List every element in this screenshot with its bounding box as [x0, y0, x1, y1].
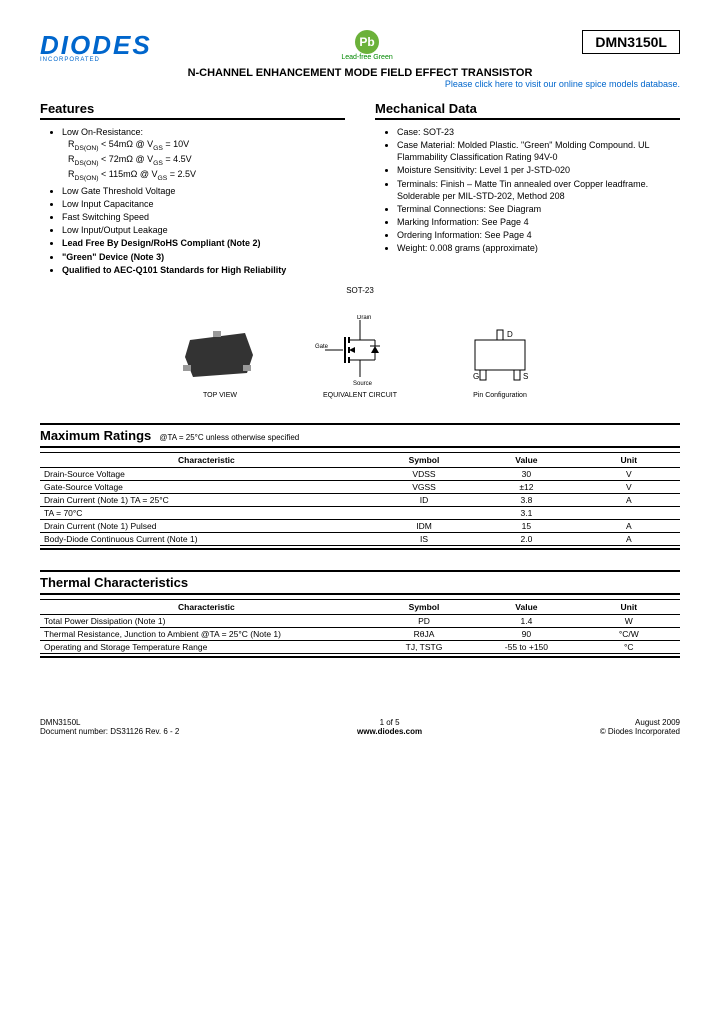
- mech-item: Weight: 0.008 grams (approximate): [397, 242, 680, 254]
- table-row: Body-Diode Continuous Current (Note 1)IS…: [40, 532, 680, 545]
- top-view-label: TOP VIEW: [175, 392, 265, 399]
- mechanical-column: Mechanical Data Case: SOT-23 Case Materi…: [375, 97, 680, 286]
- feature-item: Low Input/Output Leakage: [62, 224, 345, 236]
- part-number-box: DMN3150L: [582, 30, 680, 54]
- svg-text:Drain: Drain: [357, 315, 371, 321]
- equiv-label: EQUIVALENT CIRCUIT: [315, 392, 405, 399]
- svg-text:Gate: Gate: [315, 344, 329, 350]
- rds-line: RDS(ON) < 72mΩ @ VGS = 4.5V: [68, 153, 345, 168]
- footer-right: August 2009 © Diodes Incorporated: [600, 718, 680, 736]
- mechanical-heading: Mechanical Data: [375, 101, 680, 120]
- top-view-diagram: TOP VIEW: [175, 325, 265, 399]
- feature-item: Lead Free By Design/RoHS Compliant (Note…: [62, 237, 345, 249]
- feature-item: Low Gate Threshold Voltage: [62, 185, 345, 197]
- pb-icon: Pb: [355, 30, 379, 54]
- top-columns: Features Low On-Resistance: RDS(ON) < 54…: [40, 97, 680, 286]
- col-char: Characteristic: [40, 452, 373, 467]
- svg-text:Source: Source: [353, 381, 373, 385]
- col-value: Value: [475, 599, 577, 614]
- rds-line: RDS(ON) < 115mΩ @ VGS = 2.5V: [68, 168, 345, 183]
- diagrams-row: TOP VIEW Drain Gate Source EQUIVALENT CI…: [40, 315, 680, 399]
- col-value: Value: [475, 452, 577, 467]
- mechanical-list: Case: SOT-23 Case Material: Molded Plast…: [375, 126, 680, 254]
- features-list: Low On-Resistance:: [40, 126, 345, 138]
- header-row: DIODES INCORPORATED Pb Lead-free Green D…: [40, 30, 680, 63]
- mech-item: Terminal Connections: See Diagram: [397, 203, 680, 215]
- features-list-2: Low Gate Threshold Voltage Low Input Cap…: [40, 185, 345, 276]
- table-row: Gate-Source VoltageVGSS±12V: [40, 480, 680, 493]
- col-unit: Unit: [578, 599, 680, 614]
- pb-label: Lead-free Green: [341, 54, 392, 61]
- table-row: Total Power Dissipation (Note 1)PD1.4W: [40, 614, 680, 627]
- package-label: SOT-23: [40, 286, 680, 295]
- pinout-icon: D G S: [455, 325, 545, 385]
- svg-text:S: S: [523, 372, 528, 381]
- col-symbol: Symbol: [373, 599, 475, 614]
- pin-config-label: Pin Configuration: [455, 392, 545, 399]
- thermal-table: Characteristic Symbol Value Unit Total P…: [40, 599, 680, 654]
- feature-item: Low Input Capacitance: [62, 198, 345, 210]
- table-row: TA = 70°C3.1: [40, 506, 680, 519]
- feature-item: "Green" Device (Note 3): [62, 251, 345, 263]
- mech-item: Moisture Sensitivity: Level 1 per J-STD-…: [397, 164, 680, 176]
- rds-line: RDS(ON) < 54mΩ @ VGS = 10V: [68, 138, 345, 153]
- equiv-circuit-diagram: Drain Gate Source EQUIVALENT CIRCUIT: [315, 315, 405, 399]
- logo-block: DIODES INCORPORATED: [40, 30, 152, 63]
- circuit-icon: Drain Gate Source: [315, 315, 405, 385]
- mech-item: Terminals: Finish – Matte Tin annealed o…: [397, 178, 680, 202]
- table-row: Drain-Source VoltageVDSS30V: [40, 467, 680, 480]
- mech-item: Ordering Information: See Page 4: [397, 229, 680, 241]
- features-column: Features Low On-Resistance: RDS(ON) < 54…: [40, 97, 345, 286]
- svg-text:D: D: [507, 330, 513, 339]
- pin-config-diagram: D G S Pin Configuration: [455, 325, 545, 399]
- mech-item: Case Material: Molded Plastic. "Green" M…: [397, 139, 680, 163]
- col-symbol: Symbol: [373, 452, 475, 467]
- thermal-heading: Thermal Characteristics: [40, 570, 680, 595]
- table-row: Thermal Resistance, Junction to Ambient …: [40, 627, 680, 640]
- spice-link[interactable]: Please click here to visit our online sp…: [40, 79, 680, 89]
- feature-item: Qualified to AEC-Q101 Standards for High…: [62, 264, 345, 276]
- table-row: Drain Current (Note 1) TA = 25°CID3.8A: [40, 493, 680, 506]
- footer-left: DMN3150L Document number: DS31126 Rev. 6…: [40, 718, 179, 736]
- mech-item: Case: SOT-23: [397, 126, 680, 138]
- table-row: Operating and Storage Temperature RangeT…: [40, 640, 680, 653]
- footer-center: 1 of 5 www.diodes.com: [357, 718, 422, 736]
- mech-item: Marking Information: See Page 4: [397, 216, 680, 228]
- feature-item: Low On-Resistance:: [62, 126, 345, 138]
- sot23-icon: [175, 325, 265, 385]
- col-unit: Unit: [578, 452, 680, 467]
- table-row: Drain Current (Note 1) PulsedIDM15A: [40, 519, 680, 532]
- col-char: Characteristic: [40, 599, 373, 614]
- features-heading: Features: [40, 101, 345, 120]
- doc-title: N-CHANNEL ENHANCEMENT MODE FIELD EFFECT …: [40, 67, 680, 79]
- max-ratings-table: Characteristic Symbol Value Unit Drain-S…: [40, 452, 680, 546]
- pb-badge: Pb Lead-free Green: [341, 30, 392, 61]
- page-footer: DMN3150L Document number: DS31126 Rev. 6…: [40, 718, 680, 736]
- svg-text:G: G: [473, 372, 479, 381]
- max-ratings-heading: Maximum Ratings @TA = 25°C unless otherw…: [40, 423, 680, 448]
- feature-item: Fast Switching Speed: [62, 211, 345, 223]
